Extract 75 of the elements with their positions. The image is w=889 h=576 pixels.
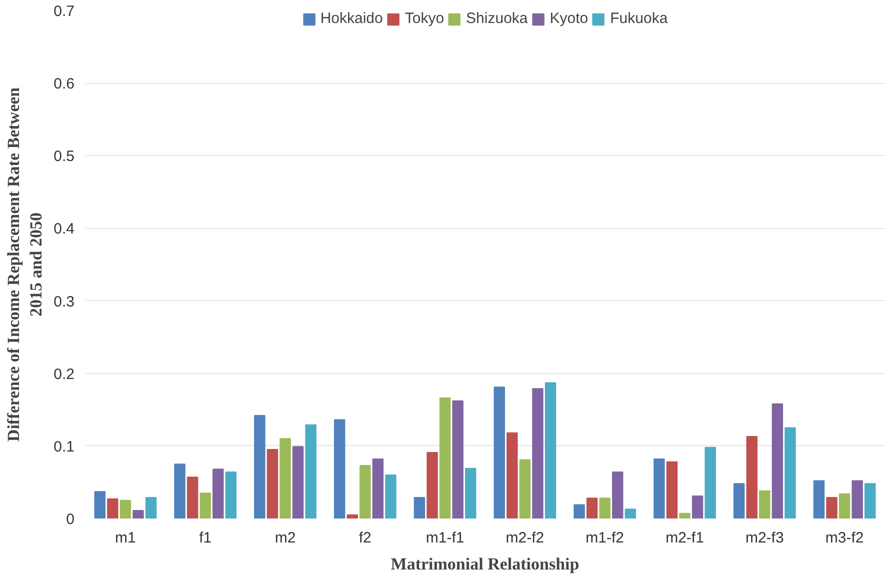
bar [852,480,863,518]
bar [494,386,505,518]
bar [360,465,371,518]
y-axis-title: Difference of Income Replacement Rate Between 2015 and 2050 [4,86,46,442]
bar [439,398,451,518]
bar [666,461,678,518]
x-axis-title: Matrimonial Relationship [390,554,580,574]
bar [346,514,358,518]
legend-label: Fukuoka [610,10,668,27]
bar [266,449,278,518]
x-tick-label: f1 [199,530,212,546]
bar [519,459,531,518]
y-tick-label: 0.6 [54,76,75,93]
bar [292,446,304,518]
x-tick-label: m1 [115,530,136,546]
bar [784,427,796,518]
bar [280,438,291,518]
bar [254,414,266,518]
x-tick-label: m2-f3 [745,530,784,546]
bar [733,483,745,518]
bar [838,493,850,518]
bar [145,496,157,518]
bar [654,458,665,518]
x-tick-label: m2-f2 [506,530,544,546]
bar [225,472,237,518]
bar [759,490,770,518]
bar [624,508,636,518]
x-tick-label: m3-f2 [825,530,864,546]
x-tick-label: m2 [274,530,296,546]
bar [612,472,624,518]
bar [174,464,186,518]
y-tick-label: 0.2 [54,366,75,383]
bar [107,498,118,518]
bar [452,400,464,518]
bar [586,498,598,518]
bar [574,504,585,518]
bar [426,452,438,518]
bar [186,476,198,518]
bar [212,468,224,518]
bar [679,512,690,518]
bar [772,403,784,518]
y-tick-label: 0.3 [54,293,75,310]
bar [120,500,132,518]
y-tick-label: 0 [66,511,74,528]
bar [692,496,704,518]
legend-label: Tokyo [404,10,444,27]
bar [864,483,876,518]
y-tick-label: 0.1 [54,438,75,456]
bar [465,468,476,518]
bar [704,446,716,518]
x-tick-label: m2-f1 [666,530,704,546]
bar [414,496,426,518]
bar [334,419,346,518]
y-tick-label: 0.5 [54,148,75,166]
legend-label: Hokkaido [320,10,383,27]
bar [305,424,316,518]
y-tick-label: 0.7 [54,3,75,20]
bar [746,436,758,518]
x-tick-label: m1-f1 [426,530,464,546]
bar [372,458,384,518]
bar [599,498,610,518]
x-tick-label: m1-f2 [586,530,624,546]
bar [826,496,838,518]
bar [544,382,556,518]
bar [94,491,106,518]
bar [385,474,396,518]
y-tick-label: 0.4 [54,220,75,238]
bar [532,388,544,518]
x-tick-label: f2 [358,530,372,546]
legend-label: Kyoto [550,10,588,27]
legend-label: Shizuoka [466,10,528,27]
bar [200,492,211,518]
bar [132,510,144,518]
bar [506,432,518,518]
bar [813,480,825,518]
